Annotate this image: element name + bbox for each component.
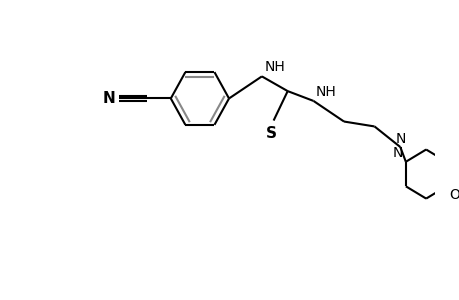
Text: NH: NH bbox=[315, 85, 336, 100]
Text: NH: NH bbox=[263, 60, 285, 74]
Text: O: O bbox=[448, 188, 459, 202]
Text: N: N bbox=[392, 146, 403, 160]
Text: S: S bbox=[265, 126, 276, 141]
Text: N: N bbox=[394, 132, 405, 146]
Text: N: N bbox=[102, 91, 115, 106]
